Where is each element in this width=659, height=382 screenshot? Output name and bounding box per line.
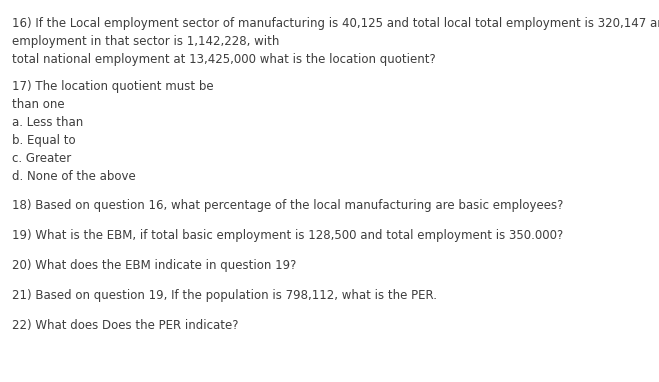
Text: 21) Based on question 19, If the population is 798,112, what is the PER.: 21) Based on question 19, If the populat… xyxy=(12,289,437,302)
Text: 18) Based on question 16, what percentage of the local manufacturing are basic e: 18) Based on question 16, what percentag… xyxy=(12,199,563,212)
Text: 16) If the Local employment sector of manufacturing is 40,125 and total local to: 16) If the Local employment sector of ma… xyxy=(12,17,659,30)
Text: employment in that sector is 1,142,228, with: employment in that sector is 1,142,228, … xyxy=(12,35,279,48)
Text: total national employment at 13,425,000 what is the location quotient?: total national employment at 13,425,000 … xyxy=(12,53,436,66)
Text: d. None of the above: d. None of the above xyxy=(12,170,136,183)
Text: than one: than one xyxy=(12,98,65,111)
Text: 17) The location quotient must be: 17) The location quotient must be xyxy=(12,80,214,93)
Text: 22) What does Does the PER indicate?: 22) What does Does the PER indicate? xyxy=(12,319,239,332)
Text: 19) What is the EBM, if total basic employment is 128,500 and total employment i: 19) What is the EBM, if total basic empl… xyxy=(12,229,563,242)
Text: b. Equal to: b. Equal to xyxy=(12,134,76,147)
Text: a. Less than: a. Less than xyxy=(12,116,83,129)
Text: 20) What does the EBM indicate in question 19?: 20) What does the EBM indicate in questi… xyxy=(12,259,297,272)
Text: c. Greater: c. Greater xyxy=(12,152,71,165)
